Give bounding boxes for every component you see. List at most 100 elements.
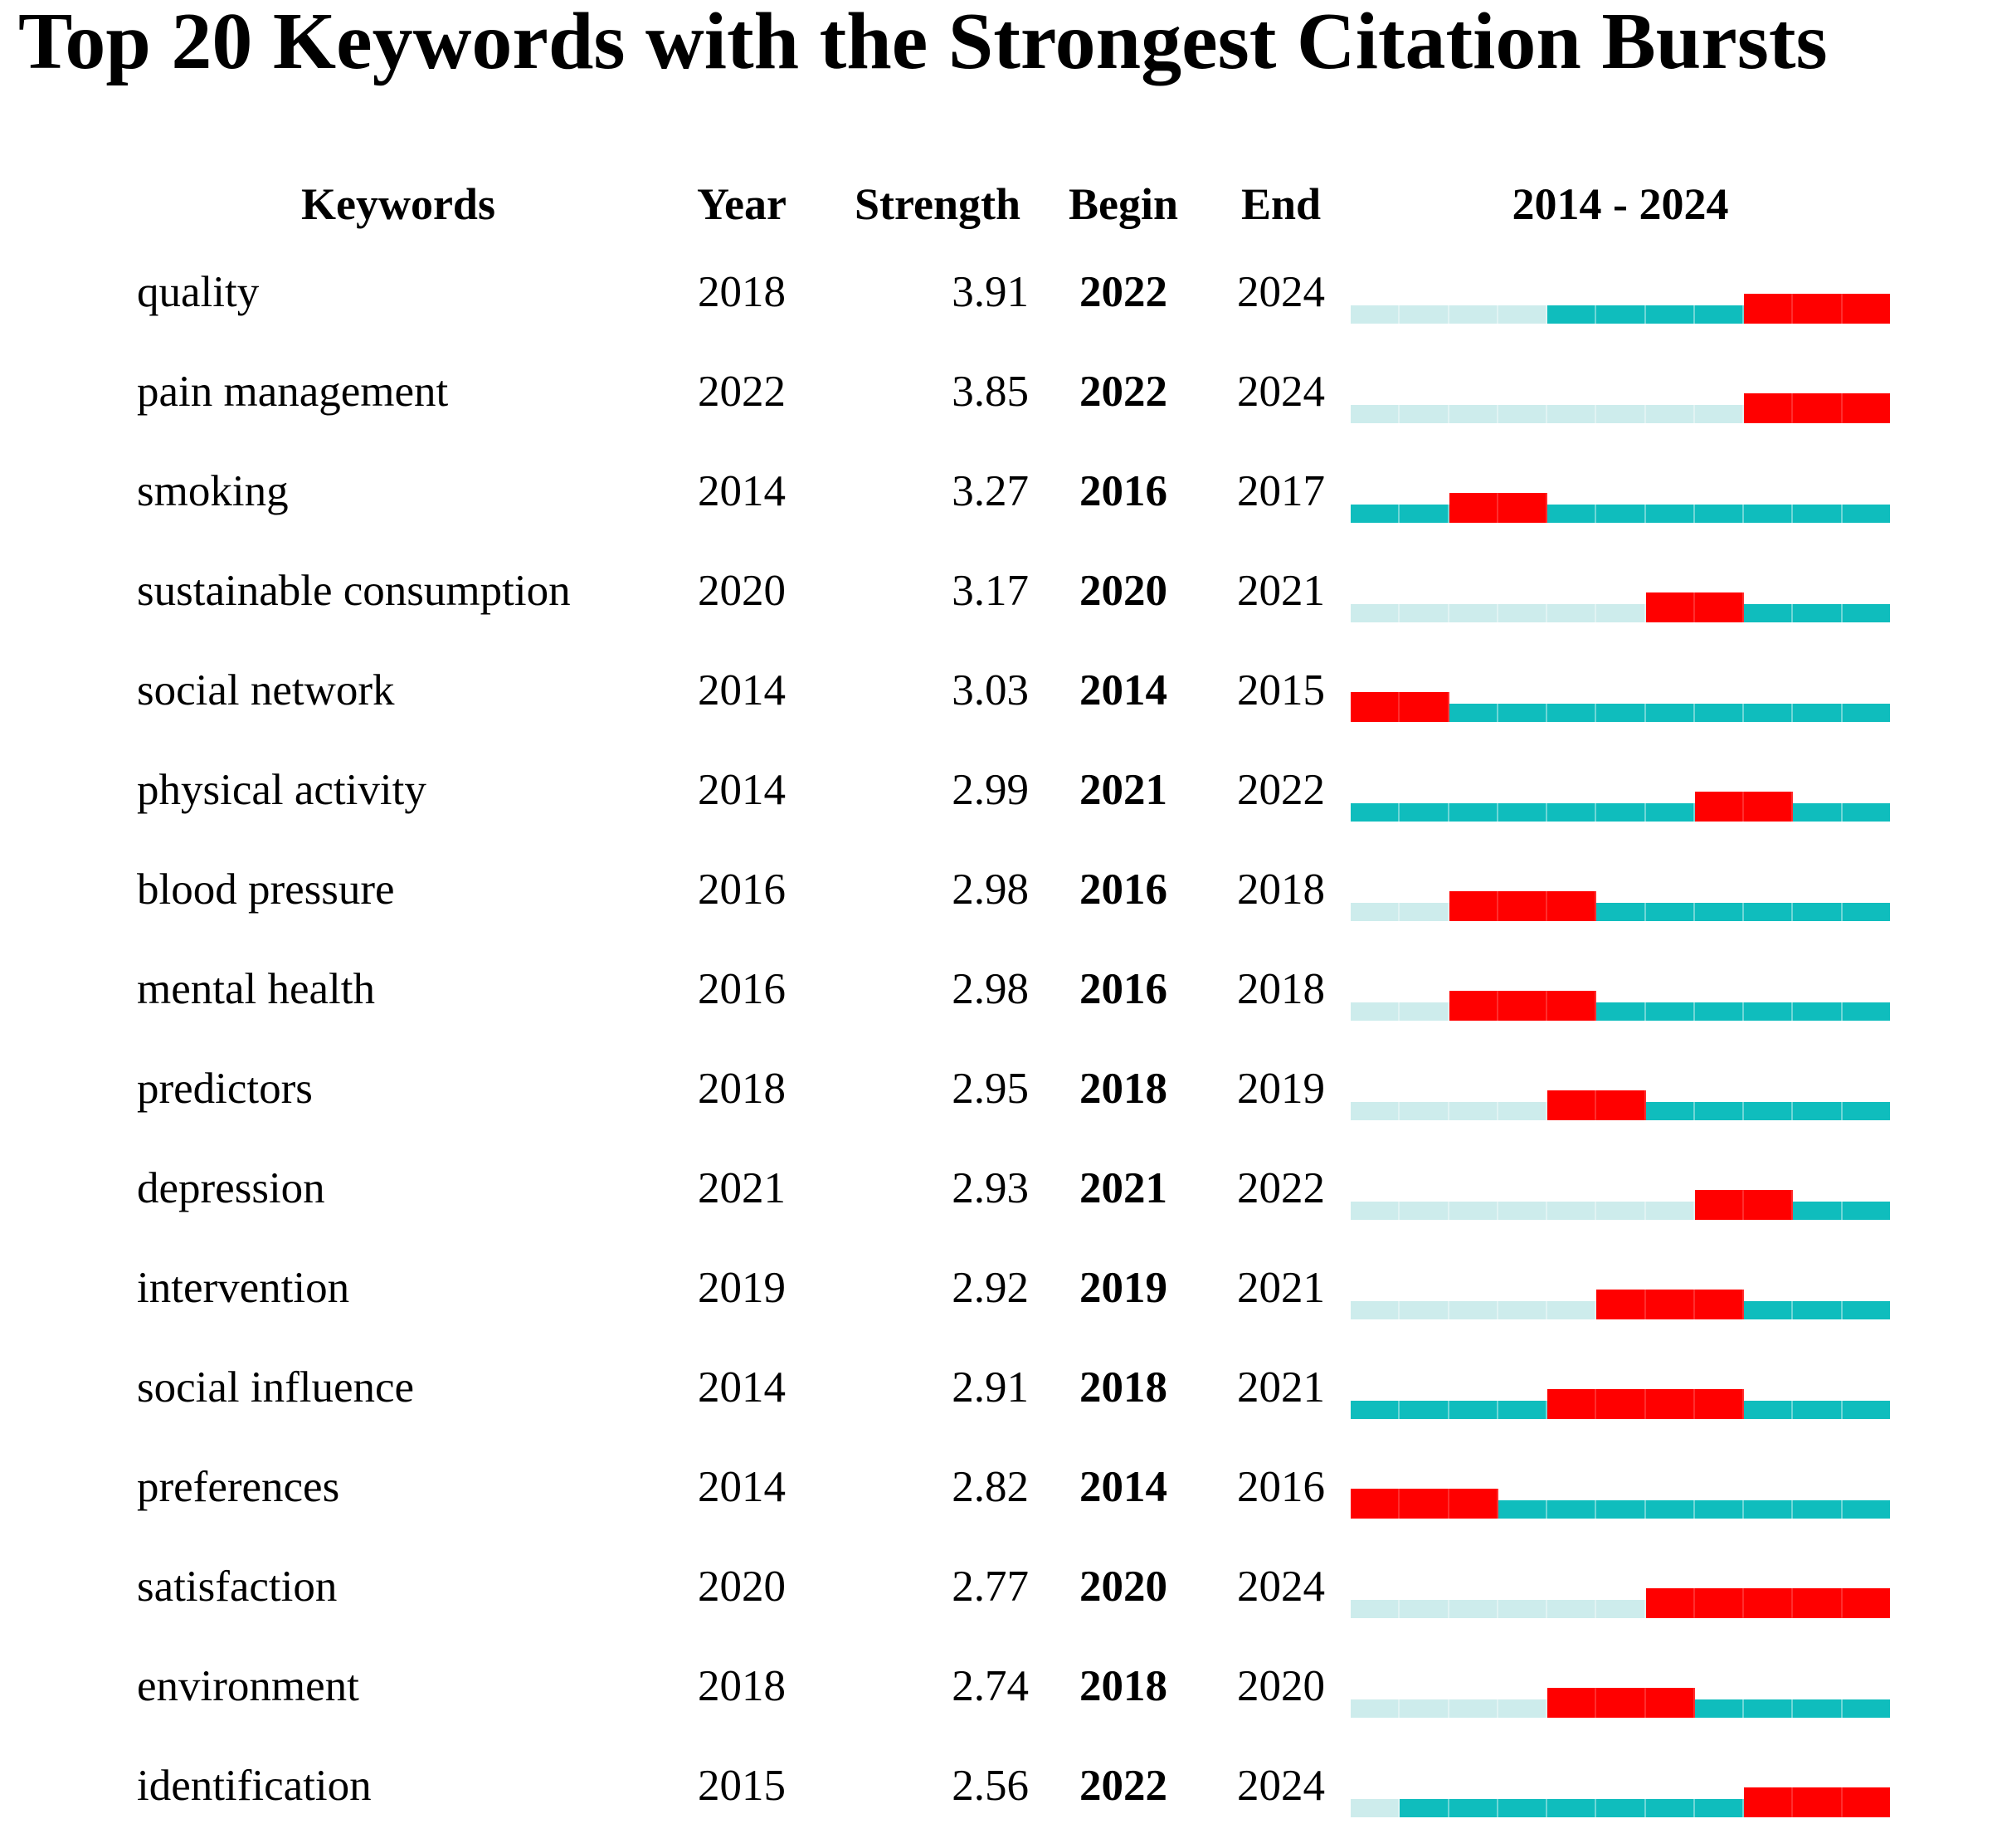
timeline-segment-burst	[1744, 294, 1794, 324]
timeline-segment-pre	[1596, 1600, 1646, 1618]
table-header: Keywords Year Strength Begin End 2014 - …	[0, 163, 1997, 246]
timeline-segment-burst	[1645, 1389, 1695, 1419]
timeline-segment-burst	[1449, 991, 1498, 1021]
timeline-segment-burst	[1842, 1787, 1890, 1817]
strength-cell: 2.93	[952, 1164, 1029, 1212]
timeline-segment-active	[1694, 1500, 1745, 1519]
table-row: mental health 2016 2.98 2016 2018	[0, 939, 1997, 1039]
timeline-segment-burst	[1498, 493, 1548, 523]
end-cell: 2022	[1237, 766, 1325, 814]
timeline-segment-active	[1842, 1301, 1890, 1319]
timeline-segment-burst	[1449, 891, 1498, 921]
timeline-segment-pre	[1400, 405, 1449, 423]
timeline-segment-active	[1694, 903, 1745, 921]
begin-cell: 2019	[1079, 1264, 1167, 1312]
timeline-segment-burst	[1645, 1588, 1695, 1618]
timeline-segment-burst	[1645, 592, 1695, 622]
timeline-segment-active	[1498, 704, 1548, 722]
timeline-segment-pre	[1449, 1202, 1498, 1220]
timeline-segment-active	[1744, 1401, 1794, 1419]
timeline-segment-pre	[1351, 1202, 1400, 1220]
timeline-segment-active	[1694, 1699, 1745, 1718]
year-cell: 2015	[698, 1762, 786, 1810]
year-cell: 2014	[698, 467, 786, 515]
timeline-segment-pre	[1498, 305, 1548, 324]
begin-cell: 2020	[1079, 1563, 1167, 1611]
timeline-segment-active	[1351, 1401, 1400, 1419]
end-cell: 2017	[1237, 467, 1325, 515]
strength-cell: 2.82	[952, 1463, 1029, 1511]
timeline-segment-burst	[1596, 1688, 1646, 1718]
begin-cell: 2018	[1079, 1662, 1167, 1710]
timeline-segment-pre	[1351, 1301, 1400, 1319]
timeline-segment-burst	[1449, 493, 1498, 523]
keyword-cell: social network	[137, 666, 395, 714]
timeline-segment-burst	[1400, 1489, 1449, 1519]
timeline-segment-active	[1351, 505, 1400, 523]
begin-cell: 2016	[1079, 467, 1167, 515]
timeline-segment-active	[1400, 1799, 1449, 1817]
column-header-end: End	[1240, 179, 1322, 229]
timeline-segment-pre	[1449, 1301, 1498, 1319]
timeline-segment-pre	[1694, 405, 1745, 423]
timeline-segment-burst	[1744, 1190, 1794, 1220]
timeline-segment-pre	[1498, 1301, 1548, 1319]
timeline-segment-active	[1645, 1500, 1695, 1519]
timeline-segment-pre	[1498, 604, 1548, 622]
timeline-segment-burst	[1694, 1389, 1745, 1419]
strength-cell: 2.56	[952, 1762, 1029, 1810]
timeline-segment-active	[1596, 305, 1646, 324]
begin-cell: 2014	[1079, 1463, 1167, 1511]
timeline-segment-pre	[1449, 305, 1498, 324]
year-cell: 2018	[698, 1662, 786, 1710]
timeline-segment-pre	[1498, 1102, 1548, 1120]
timeline-segment-active	[1547, 704, 1597, 722]
timeline-bar	[1351, 692, 1890, 722]
timeline-segment-active	[1842, 1500, 1890, 1519]
keyword-cell: quality	[137, 268, 260, 316]
column-header-strength: Strength	[854, 179, 1021, 229]
begin-cell: 2021	[1079, 1164, 1167, 1212]
timeline-segment-active	[1645, 305, 1695, 324]
timeline-segment-active	[1645, 1102, 1695, 1120]
timeline-segment-burst	[1842, 294, 1890, 324]
begin-cell: 2022	[1079, 368, 1167, 416]
timeline-segment-pre	[1351, 1799, 1400, 1817]
begin-cell: 2022	[1079, 268, 1167, 316]
begin-cell: 2016	[1079, 865, 1167, 914]
timeline-segment-active	[1842, 1699, 1890, 1718]
timeline-segment-active	[1842, 1102, 1890, 1120]
timeline-segment-active	[1793, 1500, 1843, 1519]
keyword-cell: environment	[137, 1662, 359, 1710]
figure-title: Top 20 Keywords with the Strongest Citat…	[18, 0, 1828, 86]
begin-cell: 2018	[1079, 1363, 1167, 1412]
begin-cell: 2016	[1079, 965, 1167, 1013]
year-cell: 2018	[698, 1065, 786, 1113]
timeline-segment-active	[1547, 305, 1597, 324]
timeline-segment-active	[1793, 1699, 1843, 1718]
timeline-bar	[1351, 1190, 1890, 1220]
timeline-segment-active	[1645, 803, 1695, 822]
timeline-segment-pre	[1596, 405, 1646, 423]
timeline-segment-burst	[1842, 1588, 1890, 1618]
timeline-segment-active	[1694, 505, 1745, 523]
timeline-segment-burst	[1498, 991, 1548, 1021]
timeline-segment-active	[1596, 903, 1646, 921]
timeline-segment-active	[1596, 1002, 1646, 1021]
timeline-bar	[1351, 1290, 1890, 1319]
timeline-segment-pre	[1596, 1202, 1646, 1220]
keyword-cell: smoking	[137, 467, 289, 515]
year-cell: 2021	[698, 1164, 786, 1212]
strength-cell: 2.74	[952, 1662, 1029, 1710]
keyword-cell: blood pressure	[137, 865, 395, 914]
timeline-bar	[1351, 294, 1890, 324]
year-cell: 2014	[698, 766, 786, 814]
timeline-segment-burst	[1547, 991, 1597, 1021]
end-cell: 2024	[1237, 1762, 1325, 1810]
begin-cell: 2022	[1079, 1762, 1167, 1810]
timeline-bar	[1351, 792, 1890, 822]
timeline-segment-pre	[1351, 305, 1400, 324]
timeline-segment-pre	[1547, 1202, 1597, 1220]
timeline-segment-active	[1694, 1002, 1745, 1021]
column-header-year: Year	[697, 179, 787, 229]
